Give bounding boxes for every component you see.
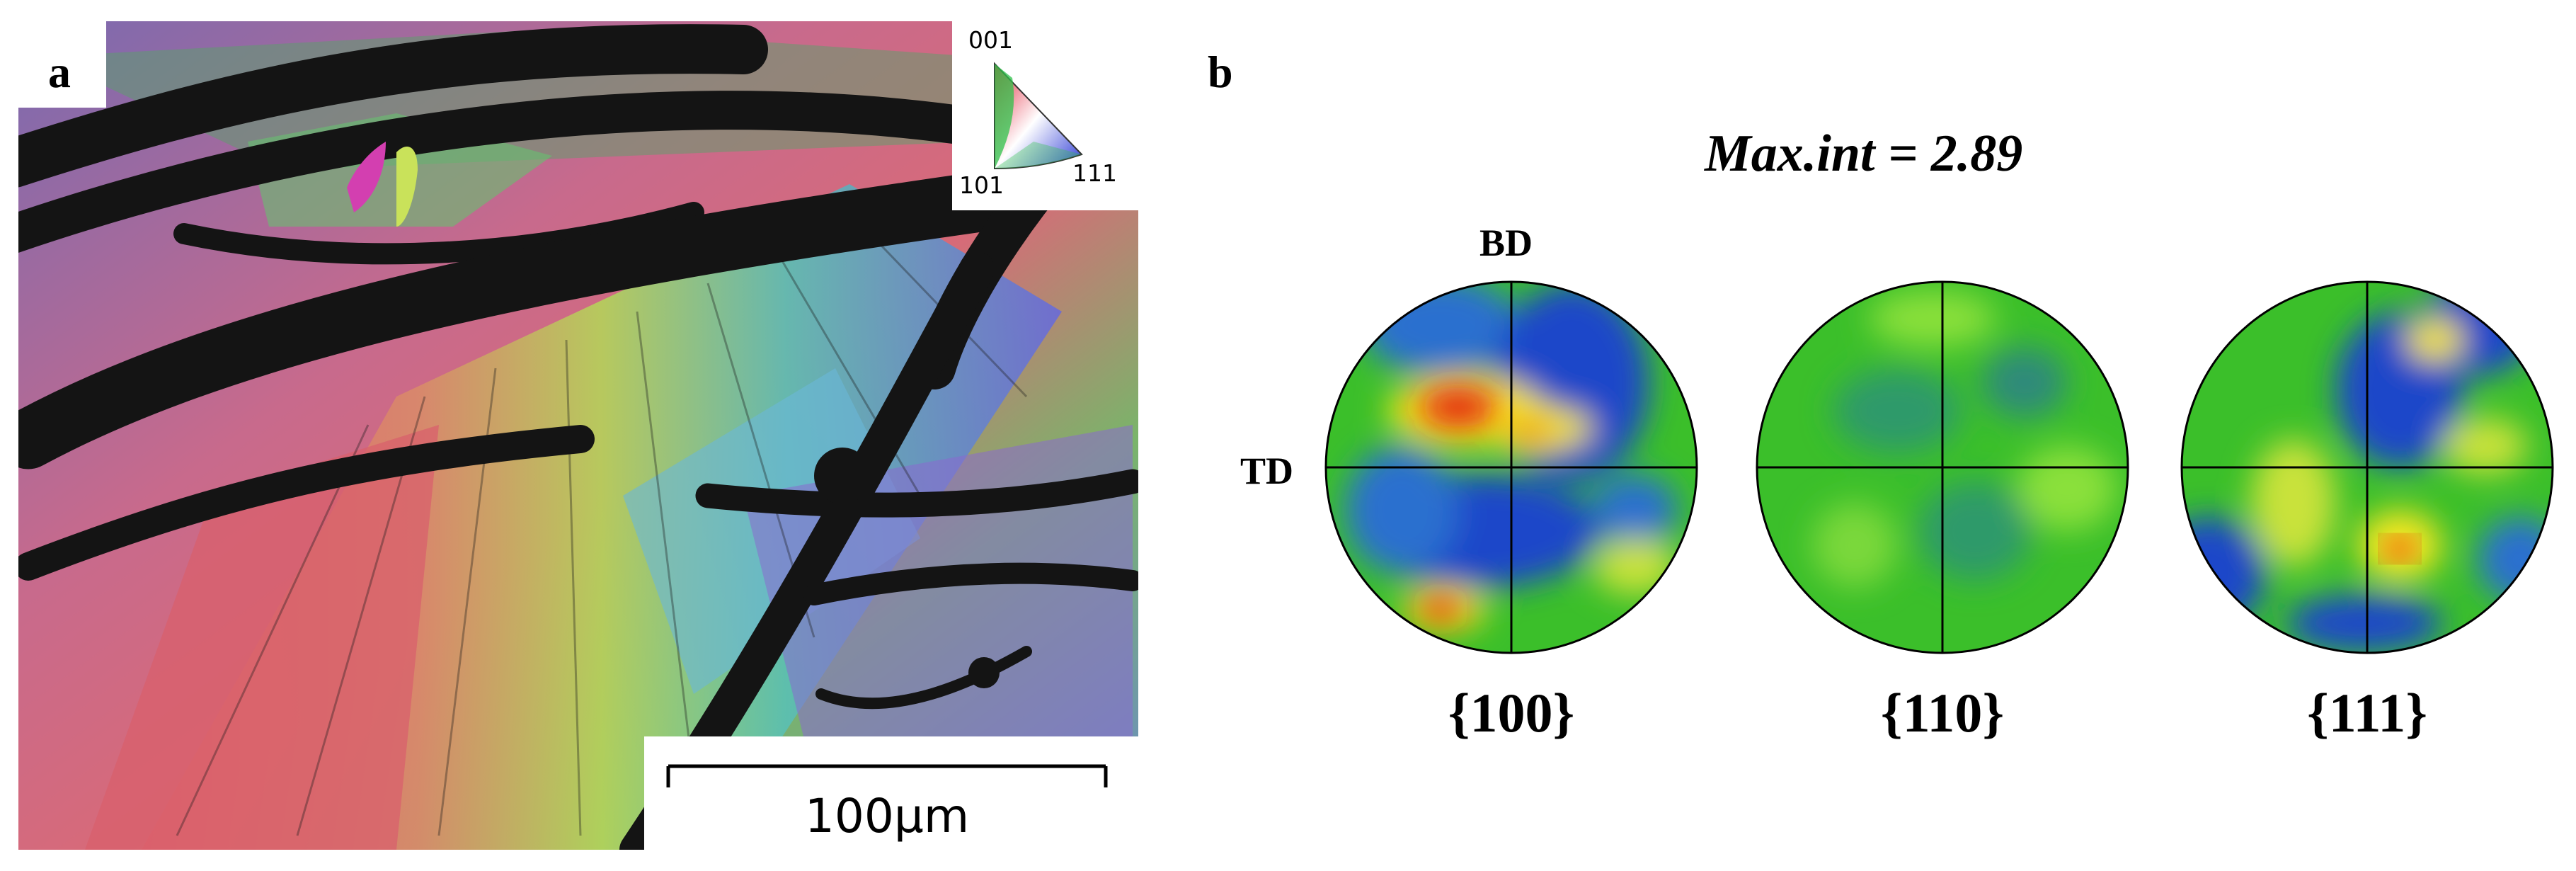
panel-label-a: a — [48, 47, 71, 97]
ipf-label-111: 111 — [1072, 159, 1117, 187]
ebsd-orientation-map — [0, 0, 1147, 871]
ipf-label-101: 101 — [959, 171, 1004, 199]
scale-bar — [666, 764, 1108, 787]
pole-figure-label-110: {110} — [1880, 682, 2005, 744]
pole-figure-label-100: {100} — [1448, 682, 1575, 744]
scale-bar-label: 100μm — [804, 789, 970, 843]
axis-label-bd: BD — [1479, 222, 1533, 264]
scale-bar-background — [644, 736, 1147, 871]
panel-label-b: b — [1208, 47, 1233, 97]
pole-figure-100-density — [1326, 282, 1697, 653]
pole-figures — [1324, 280, 2554, 654]
max-intensity-label: Max.int = 2.89 — [1705, 125, 2023, 183]
ipf-key-triangle — [994, 62, 1083, 170]
ipf-label-001: 001 — [968, 26, 1013, 54]
axis-label-td: TD — [1240, 450, 1294, 492]
pole-figure-label-111: {111} — [2307, 682, 2427, 744]
